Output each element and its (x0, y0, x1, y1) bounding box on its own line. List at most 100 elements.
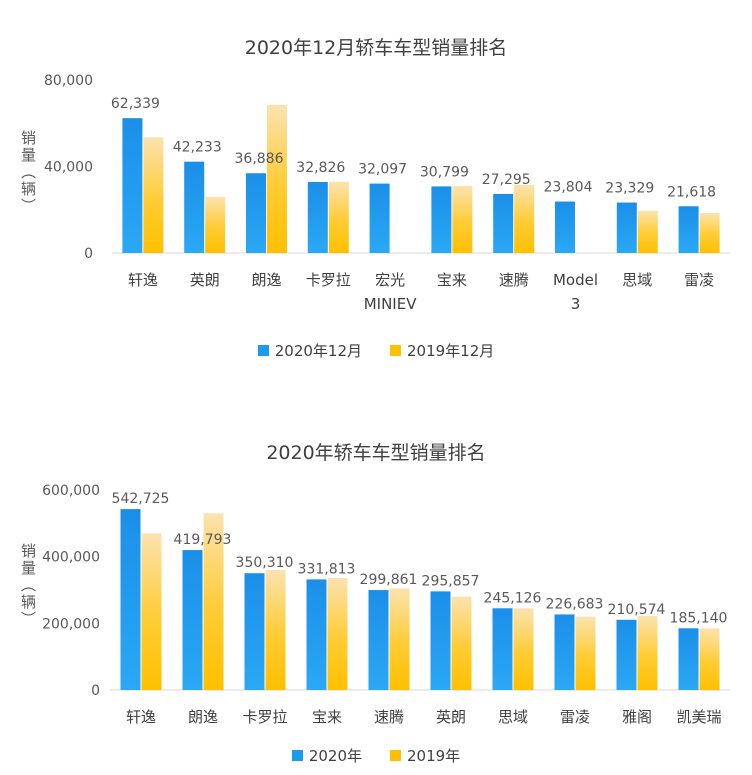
y-tick-label: 0 (91, 683, 100, 699)
data-label: 62,339 (111, 96, 160, 112)
category-label: 朗逸 (188, 708, 218, 726)
bar-series-b (205, 196, 226, 253)
data-label: 42,233 (173, 140, 222, 156)
y-tick-label: 80,000 (44, 73, 93, 89)
category-label: 凯美瑞 (676, 708, 721, 726)
bar-series-a (368, 590, 389, 690)
bar-series-b (389, 588, 410, 690)
data-label: 30,799 (420, 164, 469, 180)
category-label: 卡罗拉 (306, 271, 351, 289)
category-label: 轩逸 (126, 708, 156, 726)
data-label: 331,813 (298, 561, 356, 577)
category-label: 英朗 (190, 271, 220, 289)
legend-swatch-yellow (390, 345, 401, 356)
bar-chart-svg: 0 200,000 400,000 600,000 542,725 轩逸 419,793 朗逸… (42, 483, 730, 726)
category-label: MINIEV (364, 295, 417, 313)
legend-item-2019-dec: 2019年12月 (390, 340, 494, 361)
data-label: 419,793 (174, 532, 232, 548)
data-label: 350,310 (236, 555, 294, 571)
y-axis-label: 销量（辆） (19, 543, 37, 628)
y-tick-label: 600,000 (42, 483, 100, 499)
category-label: Model (553, 271, 598, 289)
data-label: 21,618 (667, 184, 716, 200)
bar-series-a (430, 591, 451, 690)
legend-label: 2020年12月 (274, 342, 362, 360)
y-axis-label: 销量（辆） (19, 130, 37, 215)
legend-item-2019: 2019年 (390, 745, 460, 766)
bar-series-a (555, 201, 575, 253)
bar-series-b (514, 184, 535, 253)
legend-item-2020-dec: 2020年12月 (257, 340, 362, 361)
y-tick-label: 0 (84, 246, 93, 262)
bar-series-a (306, 579, 327, 690)
y-tick-label: 40,000 (44, 160, 93, 176)
category-label: 速腾 (374, 708, 404, 726)
bar-series-b (327, 578, 348, 690)
bar-series-b (143, 137, 164, 253)
bar-chart-svg: 0 40,000 80,000 62,339 轩逸 42,233 英朗 36,886 朗逸 32,… (44, 73, 730, 313)
data-label: 226,683 (546, 596, 604, 612)
category-label: 思域 (622, 271, 652, 289)
data-label: 27,295 (482, 172, 531, 188)
chart-annual-sales: 2020年轿车车型销量排名 销量（辆） 0 200,000 400,000 600,0… (0, 430, 752, 775)
bar-series-a (246, 173, 266, 253)
category-label: 速腾 (499, 271, 529, 289)
data-label: 32,097 (358, 162, 407, 178)
data-label: 295,857 (422, 573, 480, 589)
bar-series-a (554, 614, 575, 690)
category-label: 宝来 (312, 708, 342, 726)
bar-series-b (267, 104, 287, 254)
data-label: 36,886 (235, 151, 284, 167)
bar-series-b (328, 181, 349, 253)
bar-series-b (575, 616, 596, 690)
legend-item-2020: 2020年 (291, 745, 362, 766)
category-label: 宝来 (437, 271, 467, 289)
legend-swatch-blue (291, 750, 303, 761)
category-label: 轩逸 (128, 271, 158, 289)
legend-label: 2020年 (308, 747, 362, 765)
bar-series-a (678, 206, 699, 253)
data-label: 23,804 (544, 180, 593, 196)
category-label: 思域 (498, 708, 528, 726)
data-label: 542,725 (112, 491, 170, 507)
category-label: 3 (571, 295, 581, 313)
y-tick-label: 400,000 (42, 550, 100, 566)
category-label: 宏光 (375, 271, 405, 289)
bar-series-a (616, 202, 637, 253)
category-label: 朗逸 (251, 271, 281, 289)
category-label: 雅阁 (622, 708, 652, 726)
bar-series-a (122, 118, 143, 253)
bar-series-b (265, 570, 286, 690)
category-label: 英朗 (436, 708, 466, 726)
bar-series-b (452, 185, 473, 253)
data-label: 185,140 (670, 610, 728, 626)
chart-title: 2020年12月轿车车型销量排名 (244, 37, 508, 59)
bar-series-b (699, 212, 720, 253)
data-label: 32,826 (296, 160, 345, 176)
chart-monthly-sales: 2020年12月轿车车型销量排名 销量（辆） 0 40,000 80,000 62,3… (0, 0, 752, 380)
data-label: 210,574 (608, 602, 666, 618)
legend-swatch-yellow (390, 750, 401, 761)
bar-series-b (637, 210, 658, 253)
bar-series-a (369, 183, 390, 253)
bar-series-a (184, 161, 205, 253)
bar-series-b (451, 596, 472, 690)
bar-series-b (141, 533, 162, 690)
bar-series-b (203, 513, 224, 690)
bar-series-b (699, 628, 720, 690)
bar-series-a (120, 509, 141, 690)
category-label: 卡罗拉 (242, 708, 287, 726)
data-label: 23,329 (605, 181, 654, 197)
bar-series-a (678, 628, 699, 690)
bar-series-a (431, 186, 452, 253)
category-label: 雷凌 (684, 271, 714, 289)
bar-series-a (244, 573, 265, 690)
bar-series-a (307, 182, 328, 253)
chart-legend: 2020年12月 2019年12月 (0, 340, 752, 361)
bar-series-b (637, 616, 658, 690)
category-label: 雷凌 (560, 708, 590, 726)
chart-title: 2020年轿车车型销量排名 (266, 442, 486, 464)
bar-series-a (616, 619, 637, 690)
chart-legend: 2020年 2019年 (0, 745, 752, 766)
bar-series-a (182, 550, 203, 690)
